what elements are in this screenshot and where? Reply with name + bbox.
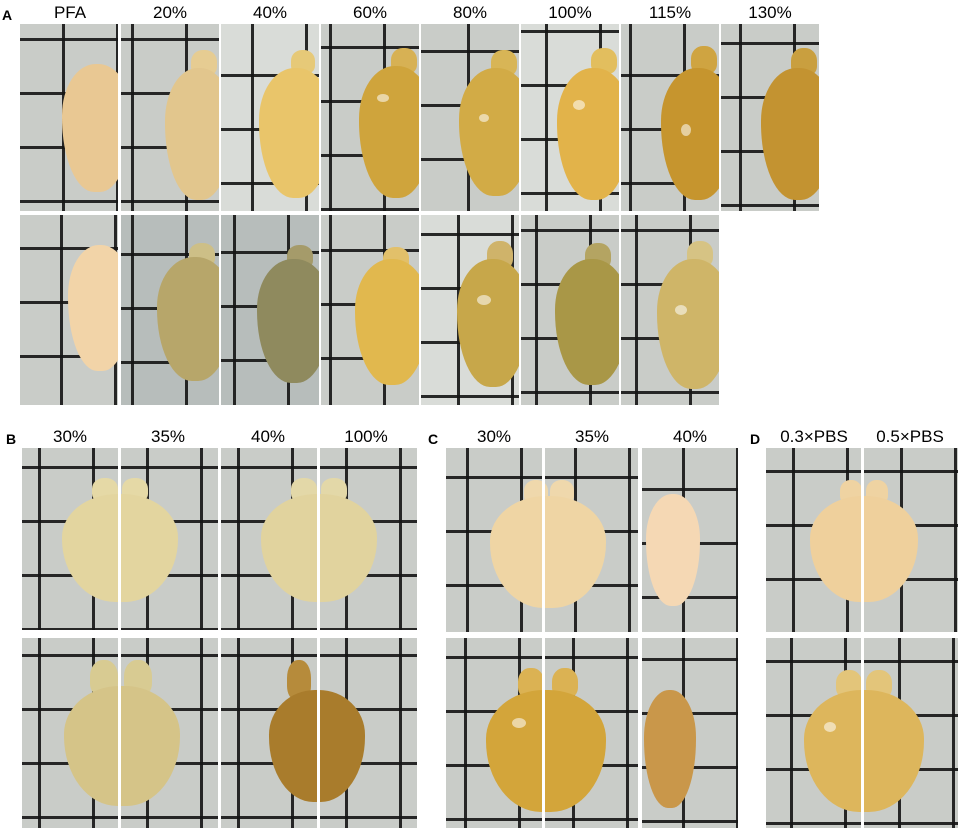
- panel-a-column-label-20: 20%: [152, 3, 188, 22]
- panel-a-column-label-40: 40%: [252, 3, 288, 22]
- glare: [824, 722, 836, 732]
- brain-specimen: [555, 259, 619, 385]
- panel-a-photo-130-top: [721, 24, 819, 211]
- panel-b-letter: B: [6, 431, 17, 447]
- panel-c-letter: C: [428, 431, 439, 447]
- brain-specimen: [459, 68, 519, 196]
- brain-specimen: [486, 690, 606, 812]
- brain-specimen: [64, 686, 180, 806]
- panel-d-divider: [861, 448, 864, 632]
- panel-b-divider: [118, 638, 121, 828]
- panel-a-column-label-80: 80%: [452, 3, 488, 22]
- panel-a-column-label-130: 130%: [748, 3, 792, 22]
- brain-specimen: [62, 64, 118, 192]
- panel-a-photo-80-top: [421, 24, 519, 211]
- brain-specimen: [810, 496, 918, 602]
- glare: [477, 295, 491, 305]
- panel-b-column-label-40: 40%: [250, 427, 286, 446]
- panel-a-column-label-pfa: PFA: [53, 3, 87, 22]
- panel-d-column-label-0-5-pbs: 0.5×PBS: [876, 427, 944, 446]
- panel-a-photo-20-bottom: [121, 215, 219, 405]
- glare: [479, 114, 489, 122]
- brain-specimen: [804, 690, 924, 812]
- brain-specimen: [457, 259, 519, 387]
- panel-b-divider: [118, 448, 121, 630]
- glare: [675, 305, 687, 315]
- panel-c-divider: [542, 448, 545, 632]
- panel-a-photo-80-bottom: [421, 215, 519, 405]
- panel-a-photo-100-bottom: [521, 215, 619, 405]
- panel-a-photo-pfa-top: [20, 24, 118, 211]
- glare: [512, 718, 526, 728]
- panel-d-photo-top: [766, 448, 958, 632]
- panel-b-column-label-100: 100%: [344, 427, 388, 446]
- panel-c-column-label-30: 30%: [476, 427, 512, 446]
- panel-a-photo-pfa-bottom: [20, 215, 118, 405]
- panel-b-column-label-30: 30%: [52, 427, 88, 446]
- panel-a-photo-115-bottom: [621, 215, 719, 405]
- panel-a-photo-20-top: [121, 24, 219, 211]
- panel-a-photo-115-top: [621, 24, 719, 211]
- brain-specimen: [490, 496, 606, 608]
- brain-specimen: [761, 68, 819, 200]
- brain-specimen: [644, 690, 696, 808]
- panel-d-divider: [861, 638, 864, 828]
- brain-specimen: [646, 494, 700, 606]
- panel-a-photo-60-top: [321, 24, 419, 211]
- panel-a-photo-40-top: [221, 24, 319, 211]
- panel-c-column-label-35: 35%: [574, 427, 610, 446]
- panel-c-photo-40-bottom: [642, 638, 738, 828]
- panel-a-photo-60-bottom: [321, 215, 419, 405]
- panel-a-photo-100-top: [521, 24, 619, 211]
- panel-a-column-label-100: 100%: [548, 3, 592, 22]
- panel-a-letter: A: [2, 7, 13, 23]
- panel-b-divider: [317, 448, 320, 630]
- brain-specimen: [661, 68, 719, 200]
- brain-specimen: [355, 259, 419, 385]
- panel-c-column-label-40: 40%: [672, 427, 708, 446]
- panel-a-column-label-60: 60%: [352, 3, 388, 22]
- panel-c-photo-40-top: [642, 448, 738, 632]
- panel-c-divider: [542, 638, 545, 828]
- glare: [681, 124, 691, 136]
- glare: [377, 94, 389, 102]
- brain-specimen: [157, 257, 219, 381]
- brain-specimen: [165, 68, 219, 200]
- panel-b-column-label-35: 35%: [150, 427, 186, 446]
- panel-b-divider: [317, 638, 320, 828]
- brain-specimen: [557, 68, 619, 200]
- brain-specimen: [657, 259, 719, 389]
- panel-d-column-label-0-3-pbs: 0.3×PBS: [780, 427, 848, 446]
- brain-specimen: [257, 259, 319, 383]
- glare: [573, 100, 585, 110]
- brain-specimen: [68, 245, 118, 371]
- brain-specimen: [259, 68, 319, 198]
- panel-a-photo-40-bottom: [221, 215, 319, 405]
- panel-d-letter: D: [750, 431, 761, 447]
- panel-a-column-label-115: 115%: [648, 3, 692, 22]
- brain-specimen: [359, 66, 419, 198]
